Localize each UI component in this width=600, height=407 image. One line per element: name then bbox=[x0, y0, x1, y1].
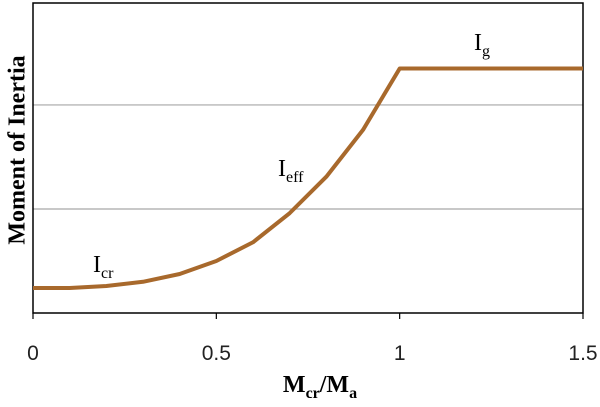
annotation-main: I bbox=[278, 156, 286, 182]
annotation-sub: g bbox=[482, 43, 490, 60]
plot-frame bbox=[32, 2, 584, 314]
annotation: Icr bbox=[93, 252, 114, 282]
y-axis-label: Moment of Inertia bbox=[5, 55, 31, 244]
x-tick-label: 1.5 bbox=[568, 342, 597, 365]
x-axis-label-part: M bbox=[283, 372, 306, 398]
annotation-main: I bbox=[93, 252, 101, 278]
annotation-sub: eff bbox=[286, 169, 304, 186]
x-axis-label-sub: a bbox=[349, 385, 357, 402]
annotation-main: I bbox=[474, 30, 482, 56]
x-tick-label: 0.5 bbox=[202, 342, 231, 365]
x-axis-label-sub: cr bbox=[306, 385, 320, 402]
x-axis-label: Mcr/Ma bbox=[283, 372, 357, 402]
x-tick-label: 0 bbox=[27, 342, 39, 365]
x-axis-label-part: /M bbox=[319, 372, 349, 398]
annotation: Ig bbox=[474, 30, 490, 60]
annotation-sub: cr bbox=[101, 265, 114, 282]
x-tick-label: 1 bbox=[394, 342, 406, 365]
data-line bbox=[33, 66, 583, 291]
annotation: Ieff bbox=[278, 156, 304, 186]
